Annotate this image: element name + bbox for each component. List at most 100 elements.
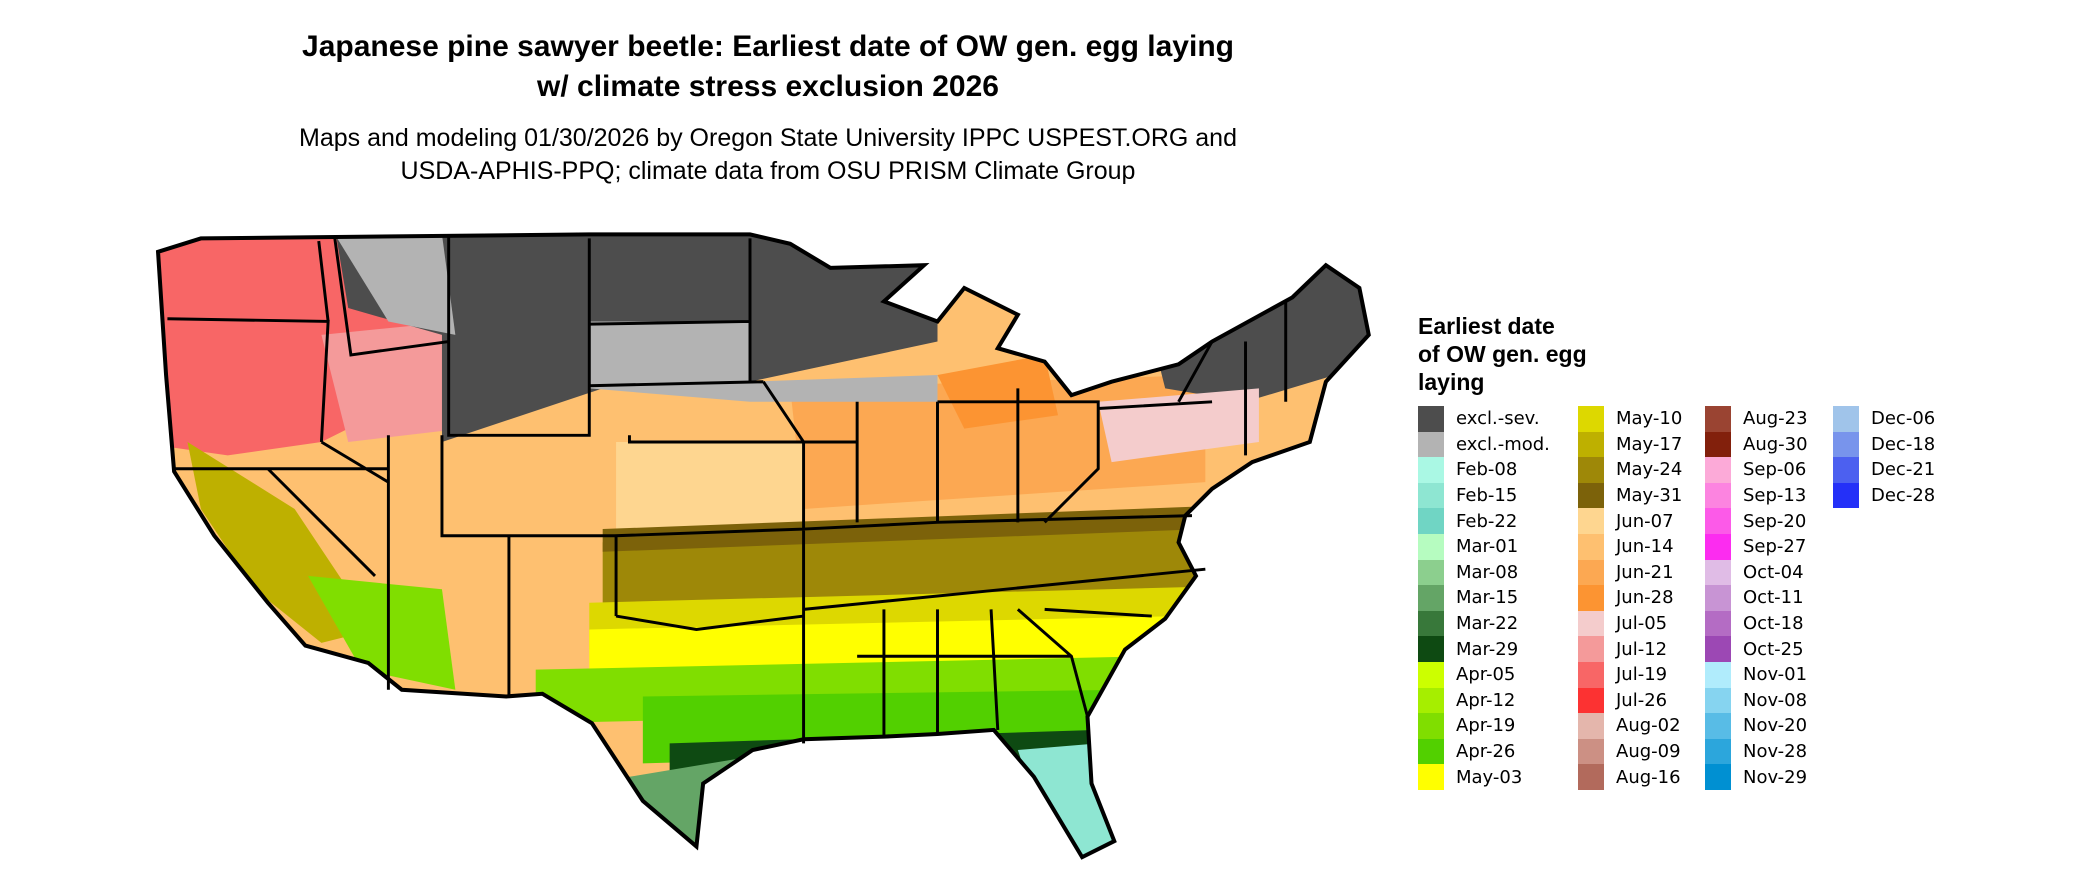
- legend-item: Oct-25: [1705, 636, 1808, 662]
- legend-item: Aug-16: [1578, 764, 1682, 790]
- legend-label: Sep-06: [1743, 459, 1807, 481]
- legend-swatch: [1418, 406, 1444, 432]
- legend-column: Dec-06 Dec-18 Dec-21 Dec-28: [1833, 406, 1936, 509]
- legend-label: Jun-21: [1616, 561, 1674, 583]
- legend-swatch: [1418, 713, 1444, 739]
- legend-label: Mar-01: [1456, 536, 1519, 558]
- legend-label: Oct-04: [1743, 561, 1804, 583]
- legend-item: May-31: [1578, 482, 1683, 509]
- map-subtitle-line2: USDA-APHIS-PPQ; climate data from OSU PR…: [400, 157, 1136, 185]
- legend-label: Feb-08: [1456, 459, 1518, 481]
- region-florida: [1017, 743, 1125, 858]
- legend-swatch: [1833, 431, 1859, 458]
- legend-swatch: [1578, 764, 1604, 790]
- legend-item: Mar-29: [1418, 636, 1550, 662]
- legend-item: Nov-20: [1705, 713, 1808, 739]
- legend-swatch: [1578, 585, 1604, 611]
- legend-swatch: [1418, 559, 1444, 586]
- legend-swatch: [1418, 585, 1444, 611]
- legend-swatch: [1418, 610, 1444, 637]
- legend-swatch: [1705, 533, 1731, 560]
- legend-item: Feb-22: [1418, 508, 1550, 534]
- legend-item: Mar-08: [1418, 559, 1550, 586]
- legend-swatch: [1705, 482, 1731, 509]
- legend-label: May-24: [1616, 459, 1683, 481]
- legend-swatch: [1578, 559, 1604, 586]
- legend-title: Earliest date of OW gen. egg laying: [1418, 312, 1587, 396]
- state-borders: [167, 234, 1288, 744]
- legend-swatch: [1418, 482, 1444, 509]
- legend-item: Sep-27: [1705, 533, 1808, 560]
- legend-item: Jul-26: [1578, 687, 1682, 714]
- legend-swatch: [1418, 738, 1444, 765]
- legend-column: May-10 May-17 May-24 May-31 Jun-07 Jun-14 Jun-…: [1578, 406, 1682, 790]
- legend-swatch: [1578, 533, 1604, 560]
- legend-item: Jun-07: [1578, 508, 1682, 534]
- legend-label: Oct-18: [1743, 613, 1804, 635]
- legend-label: Jun-14: [1616, 536, 1674, 558]
- legend-item: Oct-04: [1705, 559, 1808, 586]
- legend-item: excl.-mod.: [1418, 431, 1550, 458]
- legend-swatch: [1705, 687, 1731, 714]
- map-raster: [158, 234, 1369, 858]
- legend-label: Aug-16: [1616, 766, 1681, 788]
- legend-label: Mar-22: [1456, 613, 1519, 635]
- legend-swatch: [1418, 687, 1444, 714]
- legend-item: Sep-20: [1705, 508, 1808, 534]
- legend-item: Jul-05: [1578, 610, 1682, 637]
- legend-label: May-31: [1616, 485, 1683, 507]
- legend-label: Jul-19: [1616, 664, 1668, 686]
- legend-label: May-17: [1616, 433, 1683, 455]
- legend-item: May-03: [1418, 764, 1550, 790]
- region-idaho-pink: [321, 321, 463, 442]
- legend-label: Jul-12: [1616, 638, 1668, 660]
- legend-swatch: [1578, 661, 1604, 688]
- legend-swatch: [1578, 738, 1604, 765]
- region-may31: [602, 506, 1206, 552]
- legend-item: Dec-18: [1833, 431, 1936, 458]
- legend-swatch: [1705, 585, 1731, 611]
- legend-title-line: laying: [1418, 369, 1485, 395]
- legend-label: Mar-29: [1456, 638, 1519, 660]
- legend-swatch: [1705, 406, 1731, 432]
- region-northeast-excl: [1151, 241, 1369, 402]
- legend-label: Nov-28: [1743, 741, 1808, 763]
- legend-item: Nov-08: [1705, 687, 1808, 714]
- legend-label: Feb-22: [1456, 510, 1518, 532]
- legend-title-line: Earliest date: [1418, 313, 1555, 339]
- legend-item: Aug-30: [1705, 431, 1808, 458]
- legend-item: Dec-21: [1833, 457, 1935, 483]
- legend-swatch: [1705, 713, 1731, 739]
- legend-label: Nov-08: [1743, 689, 1808, 711]
- legend-label: Oct-11: [1743, 587, 1804, 609]
- legend-label: Nov-20: [1743, 715, 1808, 737]
- legend-label: Jul-26: [1616, 689, 1668, 711]
- legend-label: Apr-26: [1456, 741, 1516, 763]
- region-jun07: [616, 441, 804, 550]
- legend-swatch: [1705, 661, 1731, 688]
- legend-label: Sep-20: [1743, 510, 1807, 532]
- legend-item: Apr-12: [1418, 687, 1550, 714]
- legend-column: excl.-sev. excl.-mod. Feb-08 Feb-15 Feb-22 Ma…: [1418, 406, 1550, 790]
- legend-item: Apr-19: [1418, 713, 1550, 739]
- legend-swatch: [1705, 431, 1731, 458]
- legend-item: May-24: [1578, 457, 1682, 483]
- legend-label: Apr-19: [1456, 715, 1516, 737]
- legend-swatch: [1705, 610, 1731, 637]
- legend-label: Apr-05: [1456, 664, 1516, 686]
- legend-label: Sep-13: [1743, 485, 1807, 507]
- legend-item: Jul-19: [1578, 661, 1682, 688]
- legend-label: Oct-25: [1743, 638, 1804, 660]
- legend-label: Mar-15: [1456, 587, 1519, 609]
- legend-item: Aug-02: [1578, 713, 1682, 739]
- legend-item: Jun-14: [1578, 533, 1682, 560]
- legend-swatch: [1705, 738, 1731, 765]
- legend-label: Dec-18: [1871, 433, 1936, 455]
- legend-swatch: [1833, 482, 1859, 509]
- map-title-line1: Japanese pine sawyer beetle: Earliest da…: [302, 30, 1234, 63]
- legend-label: Jul-05: [1616, 613, 1668, 635]
- legend-item: Nov-01: [1705, 661, 1808, 688]
- legend-item: Aug-23: [1705, 406, 1808, 432]
- legend-item: Apr-05: [1418, 661, 1550, 688]
